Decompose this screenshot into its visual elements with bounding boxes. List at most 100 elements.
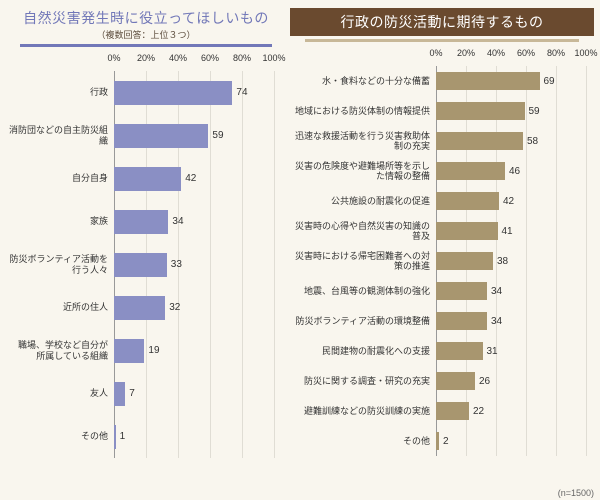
right-row-label: 防災に関する調査・研究の充実 [290,376,436,386]
right-bar-value: 2 [443,436,449,447]
right-bar-value: 38 [497,256,508,267]
left-tick: 100% [262,53,285,63]
right-row: 地震、台風等の観測体制の強化 34 [290,276,594,306]
left-bar-value: 59 [212,130,223,141]
right-row: 民間建物の耐震化への支援31 [290,336,594,366]
left-bar-value: 74 [236,87,247,98]
right-row: 避難訓練などの防災訓練の実施 22 [290,396,594,426]
right-bar-cell: 38 [436,252,586,270]
right-row-label: 公共施設の耐震化の促進 [290,196,436,206]
left-row-label: その他 [6,431,114,441]
left-row-label: 家族 [6,216,114,226]
right-row: 水・食料などの十分な備蓄69 [290,66,594,96]
right-tick: 20% [457,48,475,58]
right-bar-value: 42 [503,196,514,207]
left-chart-title: 自然災害発生時に役立ってほしいもの [6,8,286,28]
left-chart-area: 0%20%40%60%80%100% 行政74消防団などの自主防災組織59自分自… [6,53,286,492]
right-bar [436,102,525,120]
right-axis: 0%20%40%60%80%100% [290,48,594,66]
left-row: 消防団などの自主防災組織 59 [6,114,286,157]
right-chart-title: 行政の防災活動に期待するもの [290,8,594,36]
left-bar [114,167,181,191]
right-bar-value: 34 [491,316,502,327]
right-bar-value: 26 [479,376,490,387]
left-bar [114,124,208,148]
right-bar-cell: 31 [436,342,586,360]
right-bar-value: 58 [527,136,538,147]
left-bar-value: 7 [129,388,135,399]
right-row-label: 災害の危険度や避難場所等を示した情報の整備 [290,161,436,182]
left-bar-value: 19 [148,345,159,356]
left-tick: 60% [201,53,219,63]
left-title-underline [20,44,272,47]
right-row: 災害時の心得や自然災害の知識の普及41 [290,216,594,246]
right-rows: 水・食料などの十分な備蓄69 地域における防災体制の情報提供 59 迅速な救援活動を行… [290,66,594,456]
right-bar-value: 59 [529,106,540,117]
page: 自然災害発生時に役立ってほしいもの （複数回答：上位３つ） 0% 20% 40% 60… [0,0,600,500]
right-bar-value: 34 [491,286,502,297]
right-bar-cell: 58 [436,132,586,150]
right-tick: 40% [487,48,505,58]
right-bar-cell: 22 [436,402,586,420]
right-bar-cell: 69 [436,72,586,90]
right-row: その他 2 [290,426,594,456]
left-bar-cell: 42 [114,167,274,191]
right-bar-value: 22 [473,406,484,417]
left-axis: 0%20%40%60%80%100% [6,53,286,71]
right-row-label: 防災ボランティア活動の環境整備 [290,316,436,326]
left-tick: 80% [233,53,251,63]
left-bar-cell: 1 [114,425,274,449]
left-bar-value: 32 [169,302,180,313]
right-bar-value: 69 [544,76,555,87]
left-bar [114,339,144,363]
left-bar-cell: 59 [114,124,274,148]
right-tick: 80% [547,48,565,58]
left-bar [114,81,232,105]
left-tick: 20% [137,53,155,63]
right-row-label: 迅速な救援活動を行う災害救助体制の充実 [290,131,436,152]
right-row-label: 災害時における帰宅困難者への対策の推進 [290,251,436,272]
left-row-label: 近所の住人 [6,302,114,312]
left-row: 近所の住人 32 [6,286,286,329]
right-bar-value: 46 [509,166,520,177]
right-bar [436,282,487,300]
right-bar [436,162,505,180]
right-bar [436,72,540,90]
left-row-label: 友人 [6,388,114,398]
right-row-label: 地震、台風等の観測体制の強化 [290,286,436,296]
right-row-label: 災害時の心得や自然災害の知識の普及 [290,221,436,242]
left-bar-cell: 34 [114,210,274,234]
left-row: 行政74 [6,71,286,114]
right-bar [436,222,498,240]
right-row-label: 避難訓練などの防災訓練の実施 [290,406,436,416]
right-panel: 行政の防災活動に期待するもの 0%20%40%60%80%100% 水・食料など… [286,8,594,492]
right-bar [436,372,475,390]
left-bar-value: 42 [185,173,196,184]
right-bar [436,132,523,150]
left-row: 自分自身42 [6,157,286,200]
right-row-label: 地域における防災体制の情報提供 [290,106,436,116]
right-bar [436,342,483,360]
right-chart-area: 0%20%40%60%80%100% 水・食料などの十分な備蓄69地域における防… [290,48,594,492]
left-row: 家族34 [6,200,286,243]
left-bar [114,210,168,234]
right-bar-cell: 46 [436,162,586,180]
left-bar-cell: 74 [114,81,274,105]
right-bar [436,402,469,420]
right-bar [436,192,499,210]
left-row-label: 消防団などの自主防災組織 [6,125,114,146]
left-rows: 行政74消防団などの自主防災組織59自分自身42家族34防災ボランティア活動を行… [6,71,286,458]
right-bar-cell: 41 [436,222,586,240]
right-row-label: その他 [290,436,436,446]
right-row: 公共施設の耐震化の促進 42 [290,186,594,216]
left-row-label: 防災ボランティア活動を行う人々 [6,254,114,275]
right-bar-cell: 2 [436,432,586,450]
left-chart-subtitle: （複数回答：上位３つ） [6,28,286,41]
right-bar-value: 31 [487,346,498,357]
left-tick: 0% [107,53,120,63]
right-row: 災害時における帰宅困難者への対策の推進 38 [290,246,594,276]
right-bar-cell: 26 [436,372,586,390]
right-bar-cell: 59 [436,102,586,120]
left-row: その他1 [6,415,286,458]
left-bar-cell: 32 [114,296,274,320]
